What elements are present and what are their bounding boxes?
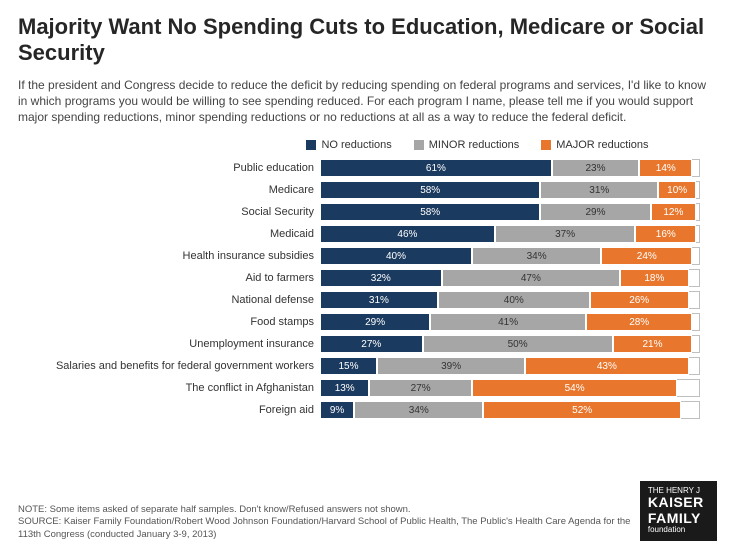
- row-label: Health insurance subsidies: [18, 250, 320, 262]
- segment-minor: 34%: [472, 247, 601, 265]
- logo-line4: foundation: [648, 526, 709, 535]
- chart-row: The conflict in Afghanistan13%27%54%: [18, 379, 717, 397]
- segment-no: 58%: [320, 203, 540, 221]
- bar-track: 58%31%10%: [320, 181, 700, 199]
- row-label: Medicare: [18, 184, 320, 196]
- chart-row: Public education61%23%14%: [18, 159, 717, 177]
- row-label: National defense: [18, 294, 320, 306]
- bar-track: 31%40%26%: [320, 291, 700, 309]
- legend-item: MAJOR reductions: [541, 139, 648, 151]
- segment-minor: 29%: [540, 203, 650, 221]
- legend-swatch: [414, 140, 424, 150]
- chart-row: Aid to farmers32%47%18%: [18, 269, 717, 287]
- segment-no: 27%: [320, 335, 423, 353]
- segment-major: 16%: [635, 225, 696, 243]
- segment-major: 10%: [658, 181, 696, 199]
- bar-track: 61%23%14%: [320, 159, 700, 177]
- chart-row: National defense31%40%26%: [18, 291, 717, 309]
- legend-item: MINOR reductions: [414, 139, 519, 151]
- bar-track: 15%39%43%: [320, 357, 700, 375]
- legend-label: MINOR reductions: [429, 139, 519, 151]
- segment-minor: 39%: [377, 357, 525, 375]
- chart-row: Foreign aid9%34%52%: [18, 401, 717, 419]
- bar-track: 40%34%24%: [320, 247, 700, 265]
- survey-question: If the president and Congress decide to …: [18, 77, 717, 126]
- row-label: Food stamps: [18, 316, 320, 328]
- legend-label: NO reductions: [321, 139, 391, 151]
- row-label: Unemployment insurance: [18, 338, 320, 350]
- logo-line2: KAISER: [648, 495, 709, 510]
- source-text: SOURCE: Kaiser Family Foundation/Robert …: [18, 516, 640, 541]
- segment-no: 9%: [320, 401, 354, 419]
- segment-minor: 40%: [438, 291, 590, 309]
- segment-minor: 47%: [442, 269, 621, 287]
- segment-no: 29%: [320, 313, 430, 331]
- row-label: Social Security: [18, 206, 320, 218]
- bar-track: 29%41%28%: [320, 313, 700, 331]
- page-title: Majority Want No Spending Cuts to Educat…: [18, 14, 717, 67]
- stacked-bar-chart: Public education61%23%14%Medicare58%31%1…: [18, 159, 717, 419]
- segment-no: 40%: [320, 247, 472, 265]
- chart-row: Food stamps29%41%28%: [18, 313, 717, 331]
- segment-minor: 27%: [369, 379, 472, 397]
- row-label: Foreign aid: [18, 404, 320, 416]
- segment-minor: 41%: [430, 313, 586, 331]
- segment-no: 32%: [320, 269, 442, 287]
- legend: NO reductions MINOR reductions MAJOR reduc…: [18, 139, 717, 151]
- row-label: Medicaid: [18, 228, 320, 240]
- row-label: Public education: [18, 162, 320, 174]
- chart-row: Salaries and benefits for federal govern…: [18, 357, 717, 375]
- chart-row: Medicare58%31%10%: [18, 181, 717, 199]
- segment-major: 21%: [613, 335, 693, 353]
- segment-no: 15%: [320, 357, 377, 375]
- logo-line3: FAMILY: [648, 511, 709, 526]
- segment-no: 31%: [320, 291, 438, 309]
- legend-label: MAJOR reductions: [556, 139, 648, 151]
- bar-track: 46%37%16%: [320, 225, 700, 243]
- note-text: NOTE: Some items asked of separate half …: [18, 504, 640, 516]
- segment-no: 61%: [320, 159, 552, 177]
- bar-track: 27%50%21%: [320, 335, 700, 353]
- segment-major: 18%: [620, 269, 688, 287]
- segment-major: 28%: [586, 313, 692, 331]
- bar-track: 9%34%52%: [320, 401, 700, 419]
- row-label: Salaries and benefits for federal govern…: [18, 360, 320, 372]
- segment-major: 12%: [651, 203, 697, 221]
- segment-no: 58%: [320, 181, 540, 199]
- row-label: The conflict in Afghanistan: [18, 382, 320, 394]
- chart-row: Unemployment insurance27%50%21%: [18, 335, 717, 353]
- segment-major: 26%: [590, 291, 689, 309]
- segment-minor: 34%: [354, 401, 483, 419]
- segment-minor: 23%: [552, 159, 639, 177]
- row-label: Aid to farmers: [18, 272, 320, 284]
- segment-major: 52%: [483, 401, 681, 419]
- bar-track: 58%29%12%: [320, 203, 700, 221]
- bar-track: 13%27%54%: [320, 379, 700, 397]
- chart-row: Medicaid46%37%16%: [18, 225, 717, 243]
- segment-minor: 50%: [423, 335, 613, 353]
- segment-no: 13%: [320, 379, 369, 397]
- chart-row: Social Security58%29%12%: [18, 203, 717, 221]
- segment-minor: 37%: [495, 225, 636, 243]
- segment-major: 14%: [639, 159, 692, 177]
- legend-item: NO reductions: [306, 139, 391, 151]
- segment-no: 46%: [320, 225, 495, 243]
- segment-minor: 31%: [540, 181, 658, 199]
- bar-track: 32%47%18%: [320, 269, 700, 287]
- kaiser-logo: THE HENRY J KAISER FAMILY foundation: [640, 481, 717, 541]
- segment-major: 54%: [472, 379, 677, 397]
- segment-major: 43%: [525, 357, 688, 375]
- chart-row: Health insurance subsidies40%34%24%: [18, 247, 717, 265]
- legend-swatch: [306, 140, 316, 150]
- segment-major: 24%: [601, 247, 692, 265]
- legend-swatch: [541, 140, 551, 150]
